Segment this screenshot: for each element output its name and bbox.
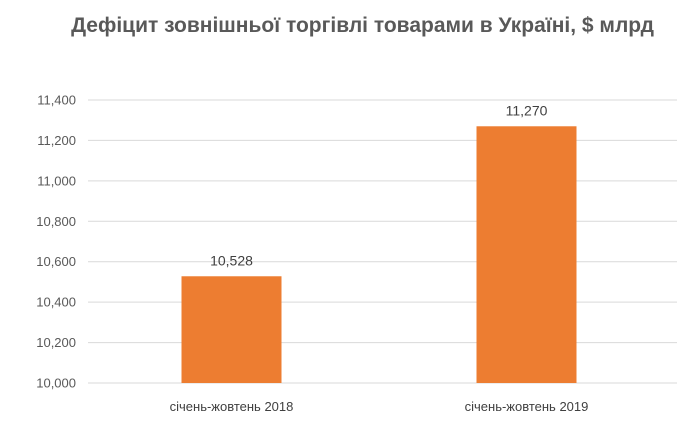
x-category-label: січень-жовтень 2018	[170, 399, 294, 414]
x-axis-category-labels: січень-жовтень 2018 січень-жовтень 2019	[170, 399, 589, 414]
y-tick-label: 10,600	[36, 254, 76, 269]
y-tick-label: 11,000	[37, 173, 76, 188]
y-tick-label: 10,400	[36, 295, 76, 310]
bars	[181, 126, 577, 384]
bar-value-label: 11,270	[506, 102, 548, 118]
bar-value-label: 10,528	[210, 252, 253, 268]
bar	[476, 126, 577, 384]
x-category-label: січень-жовтень 2019	[465, 399, 589, 414]
gridlines	[88, 99, 677, 384]
y-tick-label: 10,200	[36, 335, 76, 350]
y-axis-tick-labels: 10,000 10,200 10,400 10,600 10,800 11,000 11,2…	[36, 93, 76, 391]
y-tick-label: 11,200	[37, 133, 76, 148]
data-labels: 10,528 11,270	[210, 102, 548, 268]
y-tick-label: 10,000	[36, 376, 76, 391]
y-tick-label: 11,400	[37, 93, 76, 108]
bar	[181, 276, 282, 383]
y-tick-label: 10,800	[36, 214, 76, 229]
chart-title: Дефіцит зовнішньої торгівлі товарами в У…	[71, 14, 654, 37]
